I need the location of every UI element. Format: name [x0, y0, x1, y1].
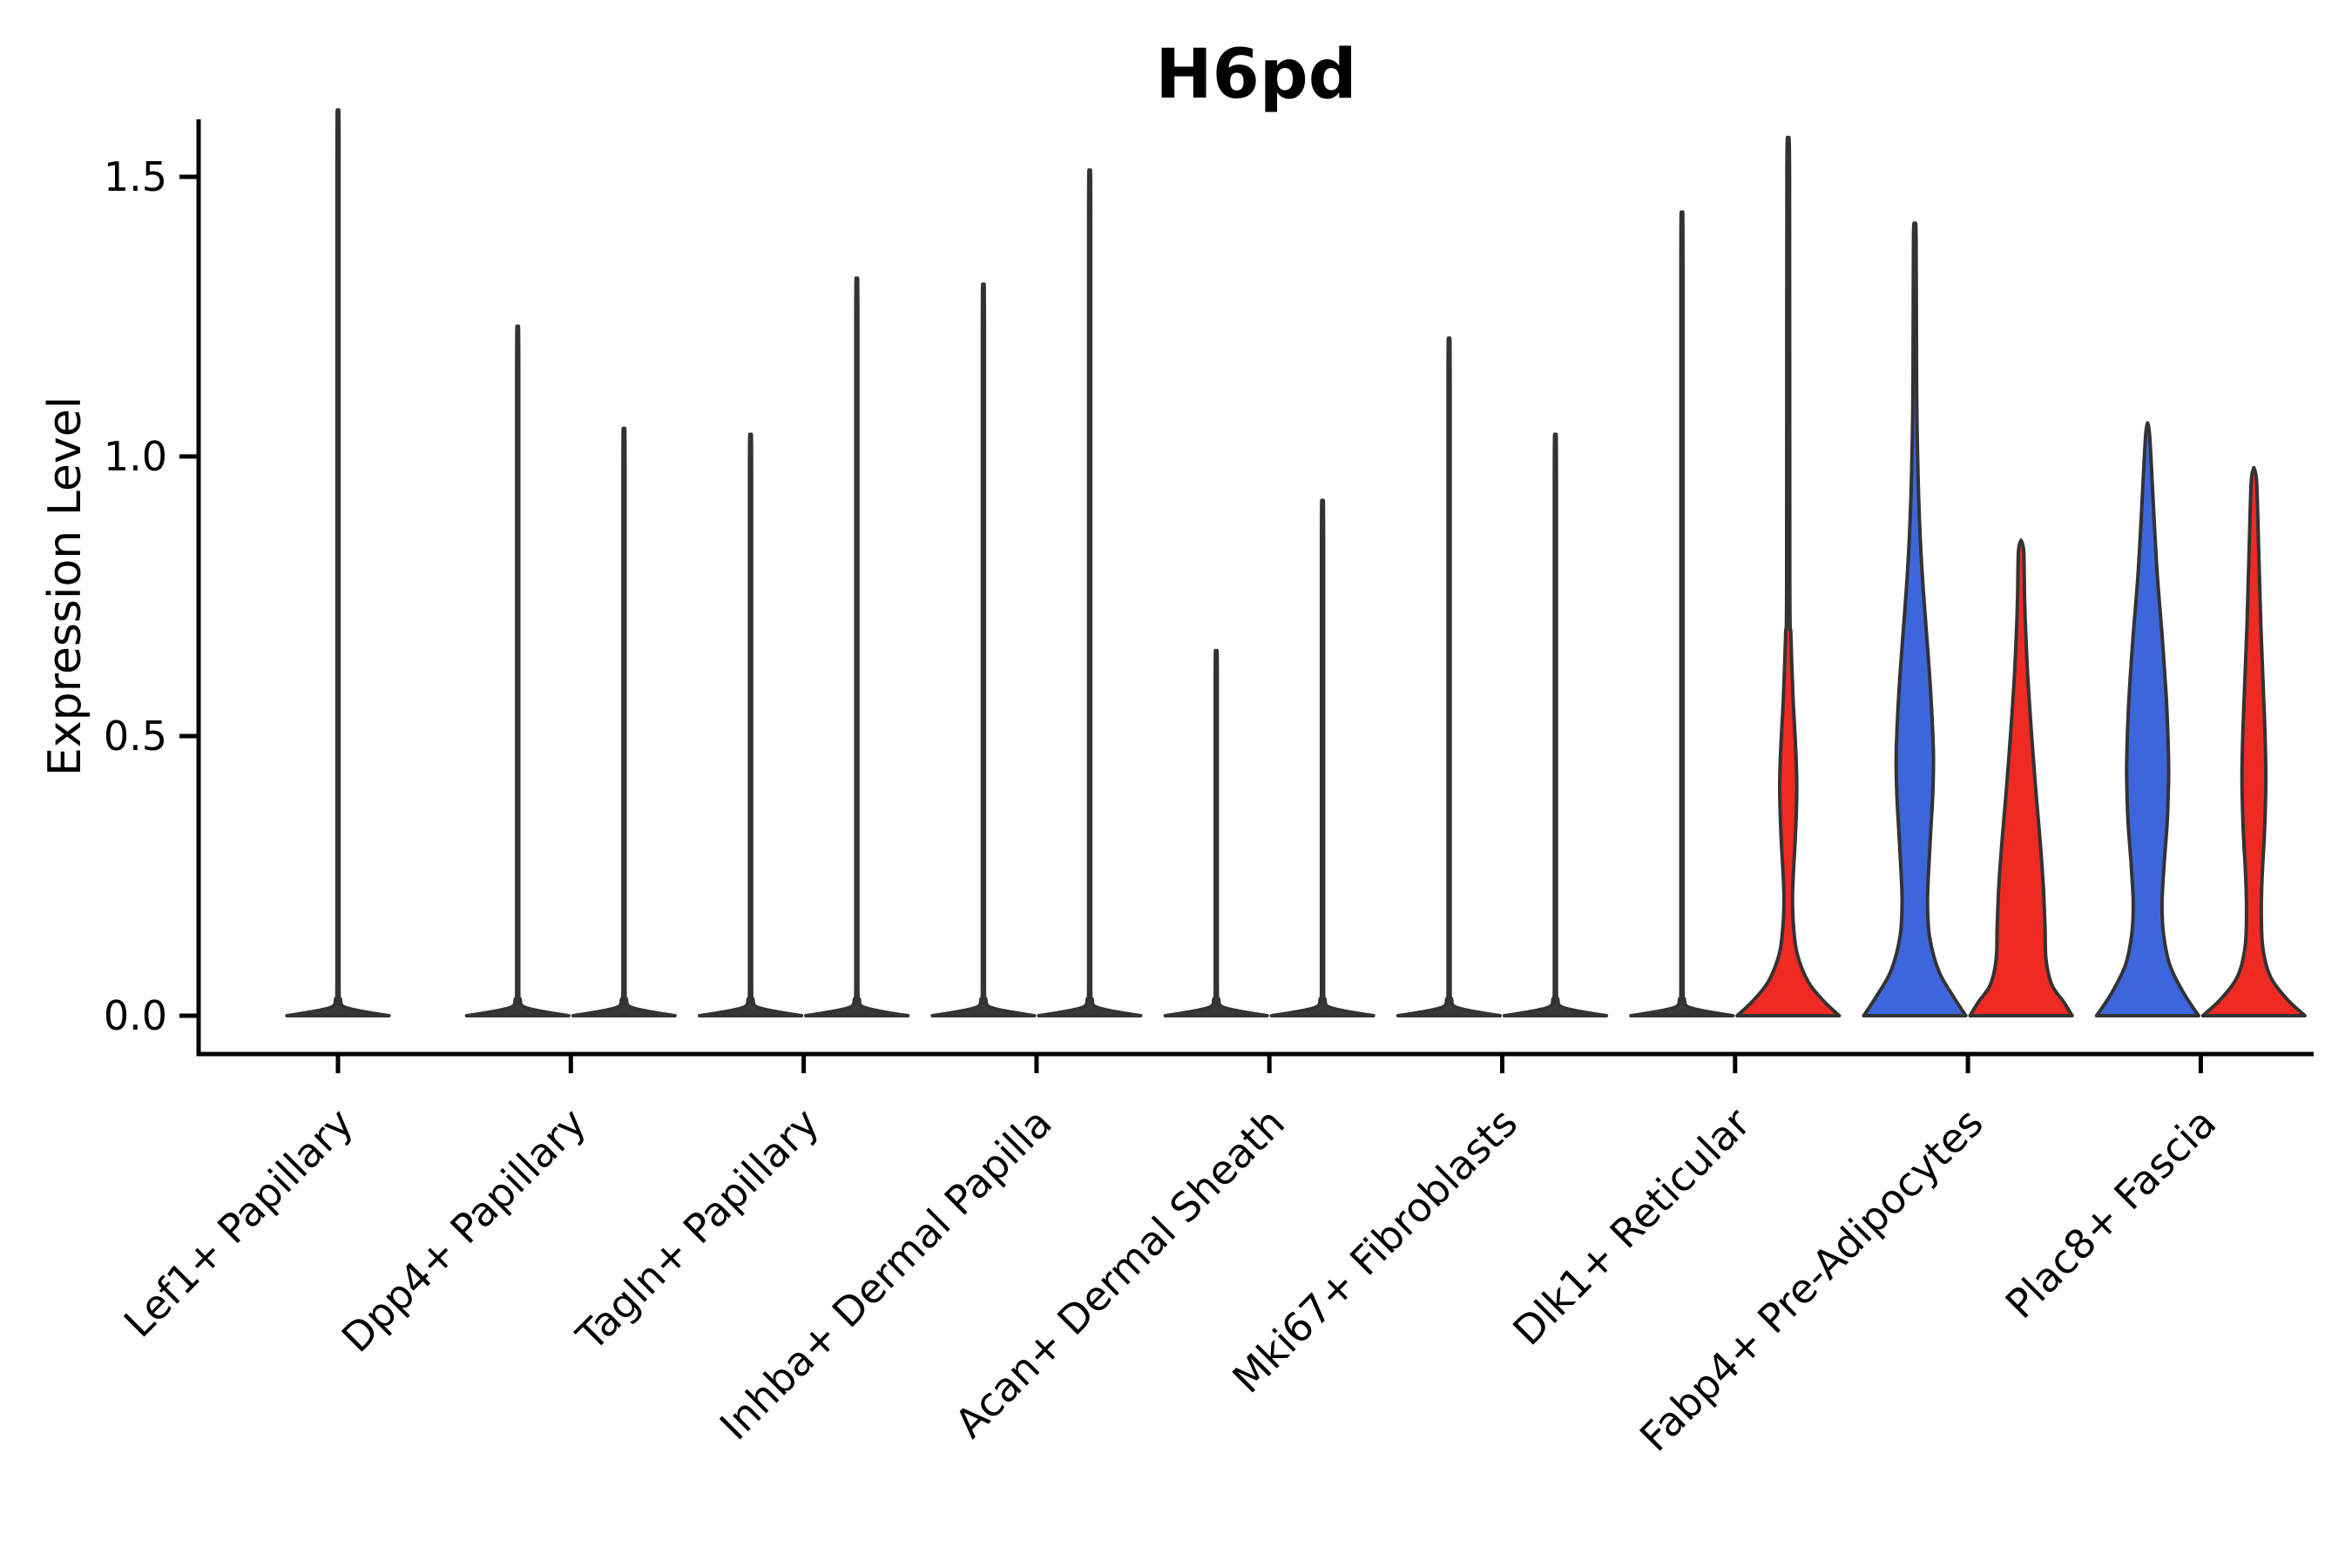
violins-layer: [285, 108, 2307, 1017]
violin-mki67-fibroblasts-blue: [1396, 336, 1503, 1017]
violin-tagln-papillary-red: [804, 276, 910, 1017]
x-tick-label-dlk1-reticular: Dlk1+ Reticular: [1504, 1099, 1759, 1355]
chart-title: H6pd: [1155, 36, 1356, 114]
violin-dlk1-reticular-red: [1735, 135, 1842, 1017]
violin-plac8-fascia-blue: [2094, 421, 2200, 1017]
y-tick-labels: 0.0 0.5 1.0 1.5: [104, 153, 167, 1039]
violin-dpp4-papillary-blue: [464, 324, 571, 1017]
x-tick-label-lef1-papillary: Lef1+ Papillary: [115, 1099, 362, 1347]
y-tick-label: 1.0: [104, 433, 167, 480]
violin-mki67-fibroblasts-red: [1502, 432, 1609, 1017]
y-axis-label: Expression Level: [39, 396, 91, 776]
violin-tagln-papillary-blue: [698, 432, 804, 1017]
x-tick-label-plac8-fascia: Plac8+ Fascia: [1997, 1099, 2225, 1328]
violin-fabp4-pre-adipocytes-blue: [1862, 221, 1968, 1017]
violin-acan-dermal-sheath-red: [1269, 498, 1375, 1017]
violin-lef1-papillary: [285, 108, 391, 1017]
y-tick-label: 0.0: [104, 992, 167, 1039]
axes-layer: [179, 119, 2314, 1073]
violin-plac8-fascia-red: [2200, 465, 2307, 1017]
violin-inhba-dermal-papilla-blue: [930, 282, 1037, 1017]
violin-dlk1-reticular-blue: [1629, 210, 1735, 1017]
violin-inhba-dermal-papilla-red: [1037, 168, 1143, 1017]
y-tick-label: 0.5: [104, 713, 167, 760]
violin-fabp4-pre-adipocytes-red: [1968, 538, 2074, 1017]
y-tick-label: 1.5: [104, 153, 167, 200]
violin-dpp4-papillary-red: [571, 426, 677, 1017]
x-tick-label-tagln-papillary: Tagln+ Papillary: [567, 1099, 828, 1361]
x-tick-label-dpp4-papillary: Dpp4+ Papillary: [333, 1099, 595, 1362]
violin-acan-dermal-sheath-blue: [1163, 648, 1269, 1017]
